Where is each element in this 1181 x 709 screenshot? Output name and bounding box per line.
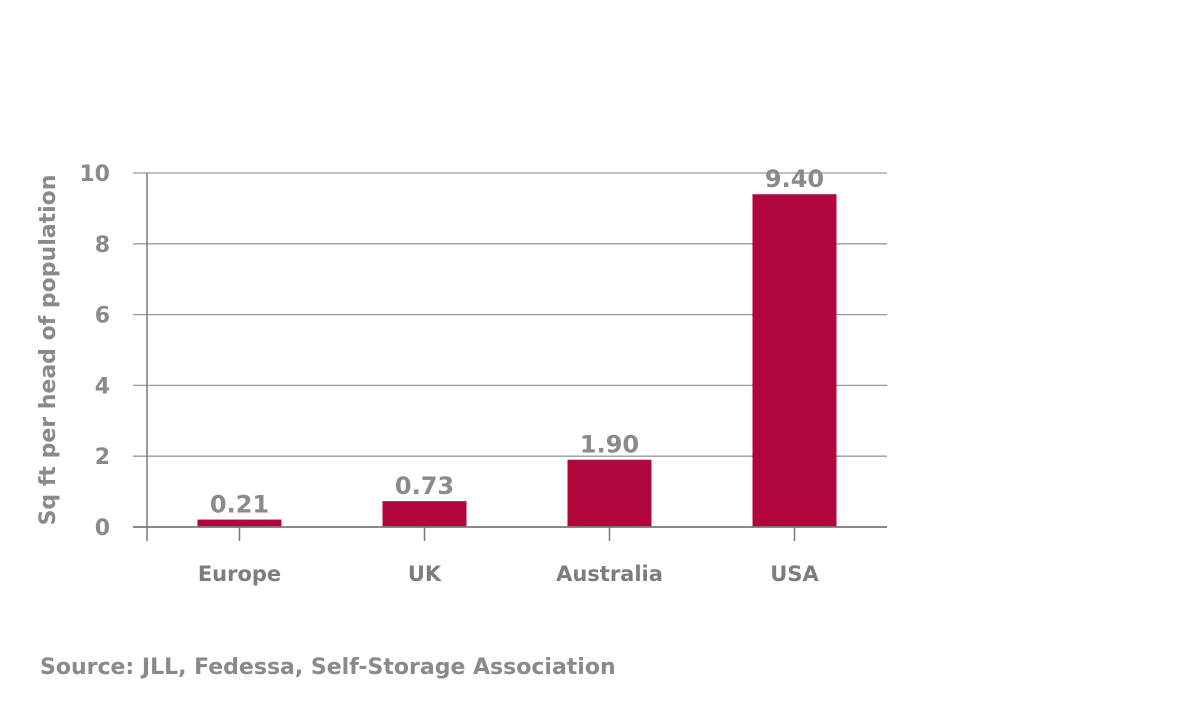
x-tick-label: Australia <box>556 562 663 586</box>
y-tick-label: 0 <box>95 516 110 541</box>
y-tick-label: 4 <box>95 374 110 399</box>
data-label: 0.73 <box>395 472 454 500</box>
x-tick-label: USA <box>770 562 819 586</box>
y-tick-label: 6 <box>95 304 110 329</box>
bar <box>752 194 837 528</box>
bar <box>197 519 282 527</box>
bars <box>197 194 837 528</box>
x-tick-label: Europe <box>198 562 281 586</box>
axes <box>133 173 887 541</box>
data-label: 1.90 <box>580 431 639 459</box>
data-label: 0.21 <box>210 491 269 519</box>
data-label: 9.40 <box>765 165 824 193</box>
y-tick-label: 10 <box>79 162 110 187</box>
y-tick-label: 2 <box>95 445 110 470</box>
labels: 0 2 4 6 8 10 0.21 Europe 0.73 UK 1.90 Australia 9.40… <box>79 162 824 586</box>
bar-chart: 0 2 4 6 8 10 0.21 Europe 0.73 UK 1.90 Australia 9.40… <box>36 162 887 586</box>
x-tick-label: UK <box>408 562 442 586</box>
y-tick-label: 8 <box>95 233 110 258</box>
bar <box>382 501 467 527</box>
bar <box>567 459 652 527</box>
y-axis-title: Sq ft per head of population <box>36 175 61 526</box>
source-note: Source: JLL, Fedessa, Self-Storage Assoc… <box>40 655 616 680</box>
